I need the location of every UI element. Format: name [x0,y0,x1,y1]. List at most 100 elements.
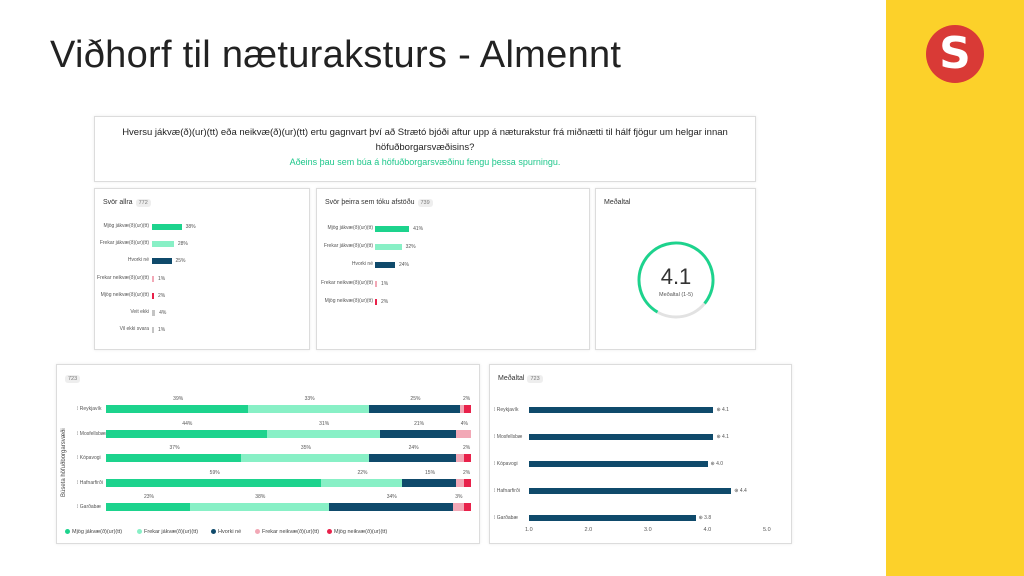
stacked-segment-label: 25% [410,396,421,402]
gauge-value: 4.1 [661,264,692,289]
bar-category-label: Frekar neikvæ(ð)(ur)(tt) [97,274,149,281]
bar-category-label: Frekar jákvæ(ð)(ur)(tt) [99,240,149,247]
question-panel: Hversu jákvæ(ð)(ur)(tt) eða neikvæ(ð)(ur… [94,116,756,182]
legend-item: Mjög neikvæ(ð)(ur)(tt) [327,529,387,535]
yellow-sidebar [886,0,1024,576]
bar-category-label: Mjög neikvæ(ð)(ur)(tt) [100,291,149,298]
mean-bar [529,407,714,413]
stacked-segment-label: 33% [304,396,315,402]
legend-label: Frekar neikvæ(ð)(ur)(tt) [262,529,320,535]
count-badge: 723 [527,375,543,383]
stacked-segment-label: 37% [169,445,180,452]
bar [375,280,377,287]
stacked-segment-label: 15% [425,469,436,476]
bar-value-label: 1% [158,327,166,334]
gauge-caption: Meðaltal (1-5) [659,291,693,298]
bar-category-label: Frekar neikvæ(ð)(ur)(tt) [321,279,373,286]
mean-category-label: ⁞ Hafnarfirði [494,488,520,494]
stacked-segment [463,454,471,463]
mean-bar [529,434,714,440]
legend-item: Frekar neikvæ(ð)(ur)(tt) [255,529,319,535]
stacked-segment [463,478,471,487]
stacked-segment-label: 38% [255,494,266,501]
chart-panel-decided-answers: Svör þeirra sem tóku afstöðu 739 Mjög ják… [316,188,590,350]
stacked-segment [106,429,267,438]
stacked-category-label: ⁞ Reykjavík [77,406,102,412]
stacked-segment-label: 31% [319,420,330,427]
legend-swatch [211,529,216,535]
stacked-segment-label: 34% [386,494,397,501]
stacked-segment [321,478,402,487]
stacked-category-label: ⁞ Kópavogi [77,455,101,462]
bar [152,275,154,282]
bar [152,310,156,316]
stacked-segment [463,503,471,512]
legend-swatch [255,529,260,535]
mean-category-label: ⁞ Garðabæ [494,515,518,521]
stacked-segment-label: 44% [182,420,193,427]
stacked-category-label: ⁞ Garðabæ [77,504,101,511]
mean-category-label: ⁞ Reykjavík [494,407,519,413]
x-axis-tick: 4.0 [703,527,712,533]
count-badge: 739 [417,199,433,207]
chart-panel-all-answers: Svör allra 772 Mjög jákvæ(ð)(ur)(tt) 38% Fr… [94,188,310,350]
stacked-segment-label: 24% [408,445,419,452]
stacked-segment-label: 21% [414,420,425,427]
chart-panel-by-residence: 723 ⁞ Reykjavík 39% 33% 25% 2% ⁞ Mosfellsbær 4… [56,364,480,544]
bar [375,226,410,232]
bar [152,292,154,299]
legend-item: Mjög jákvæ(ð)(ur)(tt) [65,529,122,535]
bar [152,327,154,334]
stacked-segment [328,503,453,512]
stacked-segment-label: 4% [460,420,468,427]
stacked-segment [463,405,471,413]
stacked-segment-label: 39% [173,396,184,402]
stacked-segment-label: 2% [463,445,471,452]
stacked-segment [189,503,329,512]
bar-value-label: 2% [381,298,389,305]
x-axis-tick: 2.0 [584,527,593,533]
stacked-segment-label: 3% [455,494,463,501]
question-text-line2: höfuðborgarsvæðisins? [375,142,475,153]
gauge-chart: 4.1 Meðaltal (1-5) [637,241,715,319]
count-badge: 772 [135,199,151,207]
mean-category-label: ⁞ Mosfellsbæ [494,434,523,440]
legend-label: Frekar jákvæ(ð)(ur)(tt) [144,529,199,535]
bar-value-label: 24% [398,262,409,269]
x-axis-tick: 3.0 [644,527,652,533]
bar-value-label: 41% [413,226,424,232]
mean-bar-value: ⊕ 4.1 [716,407,729,413]
chart-title: Meðaltal [498,375,525,382]
mean-bar-value: ⊕ 4.4 [734,488,747,494]
chart-panel-mean-by-residence: Meðaltal 723 ⁞ Reykjavík ⊕ 4.1 ⁞ Mosfellsbæ… [489,364,792,544]
bar-value-label: 32% [405,244,416,251]
legend-label: Mjög jákvæ(ð)(ur)(tt) [72,529,123,535]
bar-category-label: Vil ekki svara [119,326,149,333]
x-axis-tick: 5.0 [763,527,771,533]
stacked-segment [401,478,457,487]
legend-swatch [65,529,70,535]
mean-bar-value: ⊕ 3.8 [698,515,712,521]
bar-category-label: Hvorki né [351,261,373,268]
chart-panel-mean-gauge: Meðaltal 4.1 Meðaltal (1-5) [595,188,756,350]
mean-bar [529,488,732,494]
bar-category-label: Frekar jákvæ(ð)(ur)(tt) [323,243,373,250]
chart-title: Svör þeirra sem tóku afstöðu [325,199,415,206]
question-text-line1: Hversu jákvæ(ð)(ur)(tt) eða neikvæ(ð)(ur… [122,127,728,138]
stacked-segment [106,454,242,463]
stacked-segment [241,454,369,463]
bar-category-label: Hvorki né [127,257,149,264]
legend-swatch [137,529,142,535]
bar [375,298,377,305]
stacked-segment-label: 23% [143,494,154,501]
stacked-segment-label: 35% [300,445,311,452]
stacked-segment [266,429,380,438]
bar-value-label: 28% [177,241,188,248]
stacked-segment [368,405,461,413]
bar-value-label: 25% [175,258,186,265]
bar-category-label: Mjög jákvæ(ð)(ur)(tt) [327,225,373,231]
stacked-segment-label: 2% [463,469,471,476]
bar [152,241,174,248]
legend-swatch [327,529,332,535]
bar-value-label: 2% [158,292,166,299]
